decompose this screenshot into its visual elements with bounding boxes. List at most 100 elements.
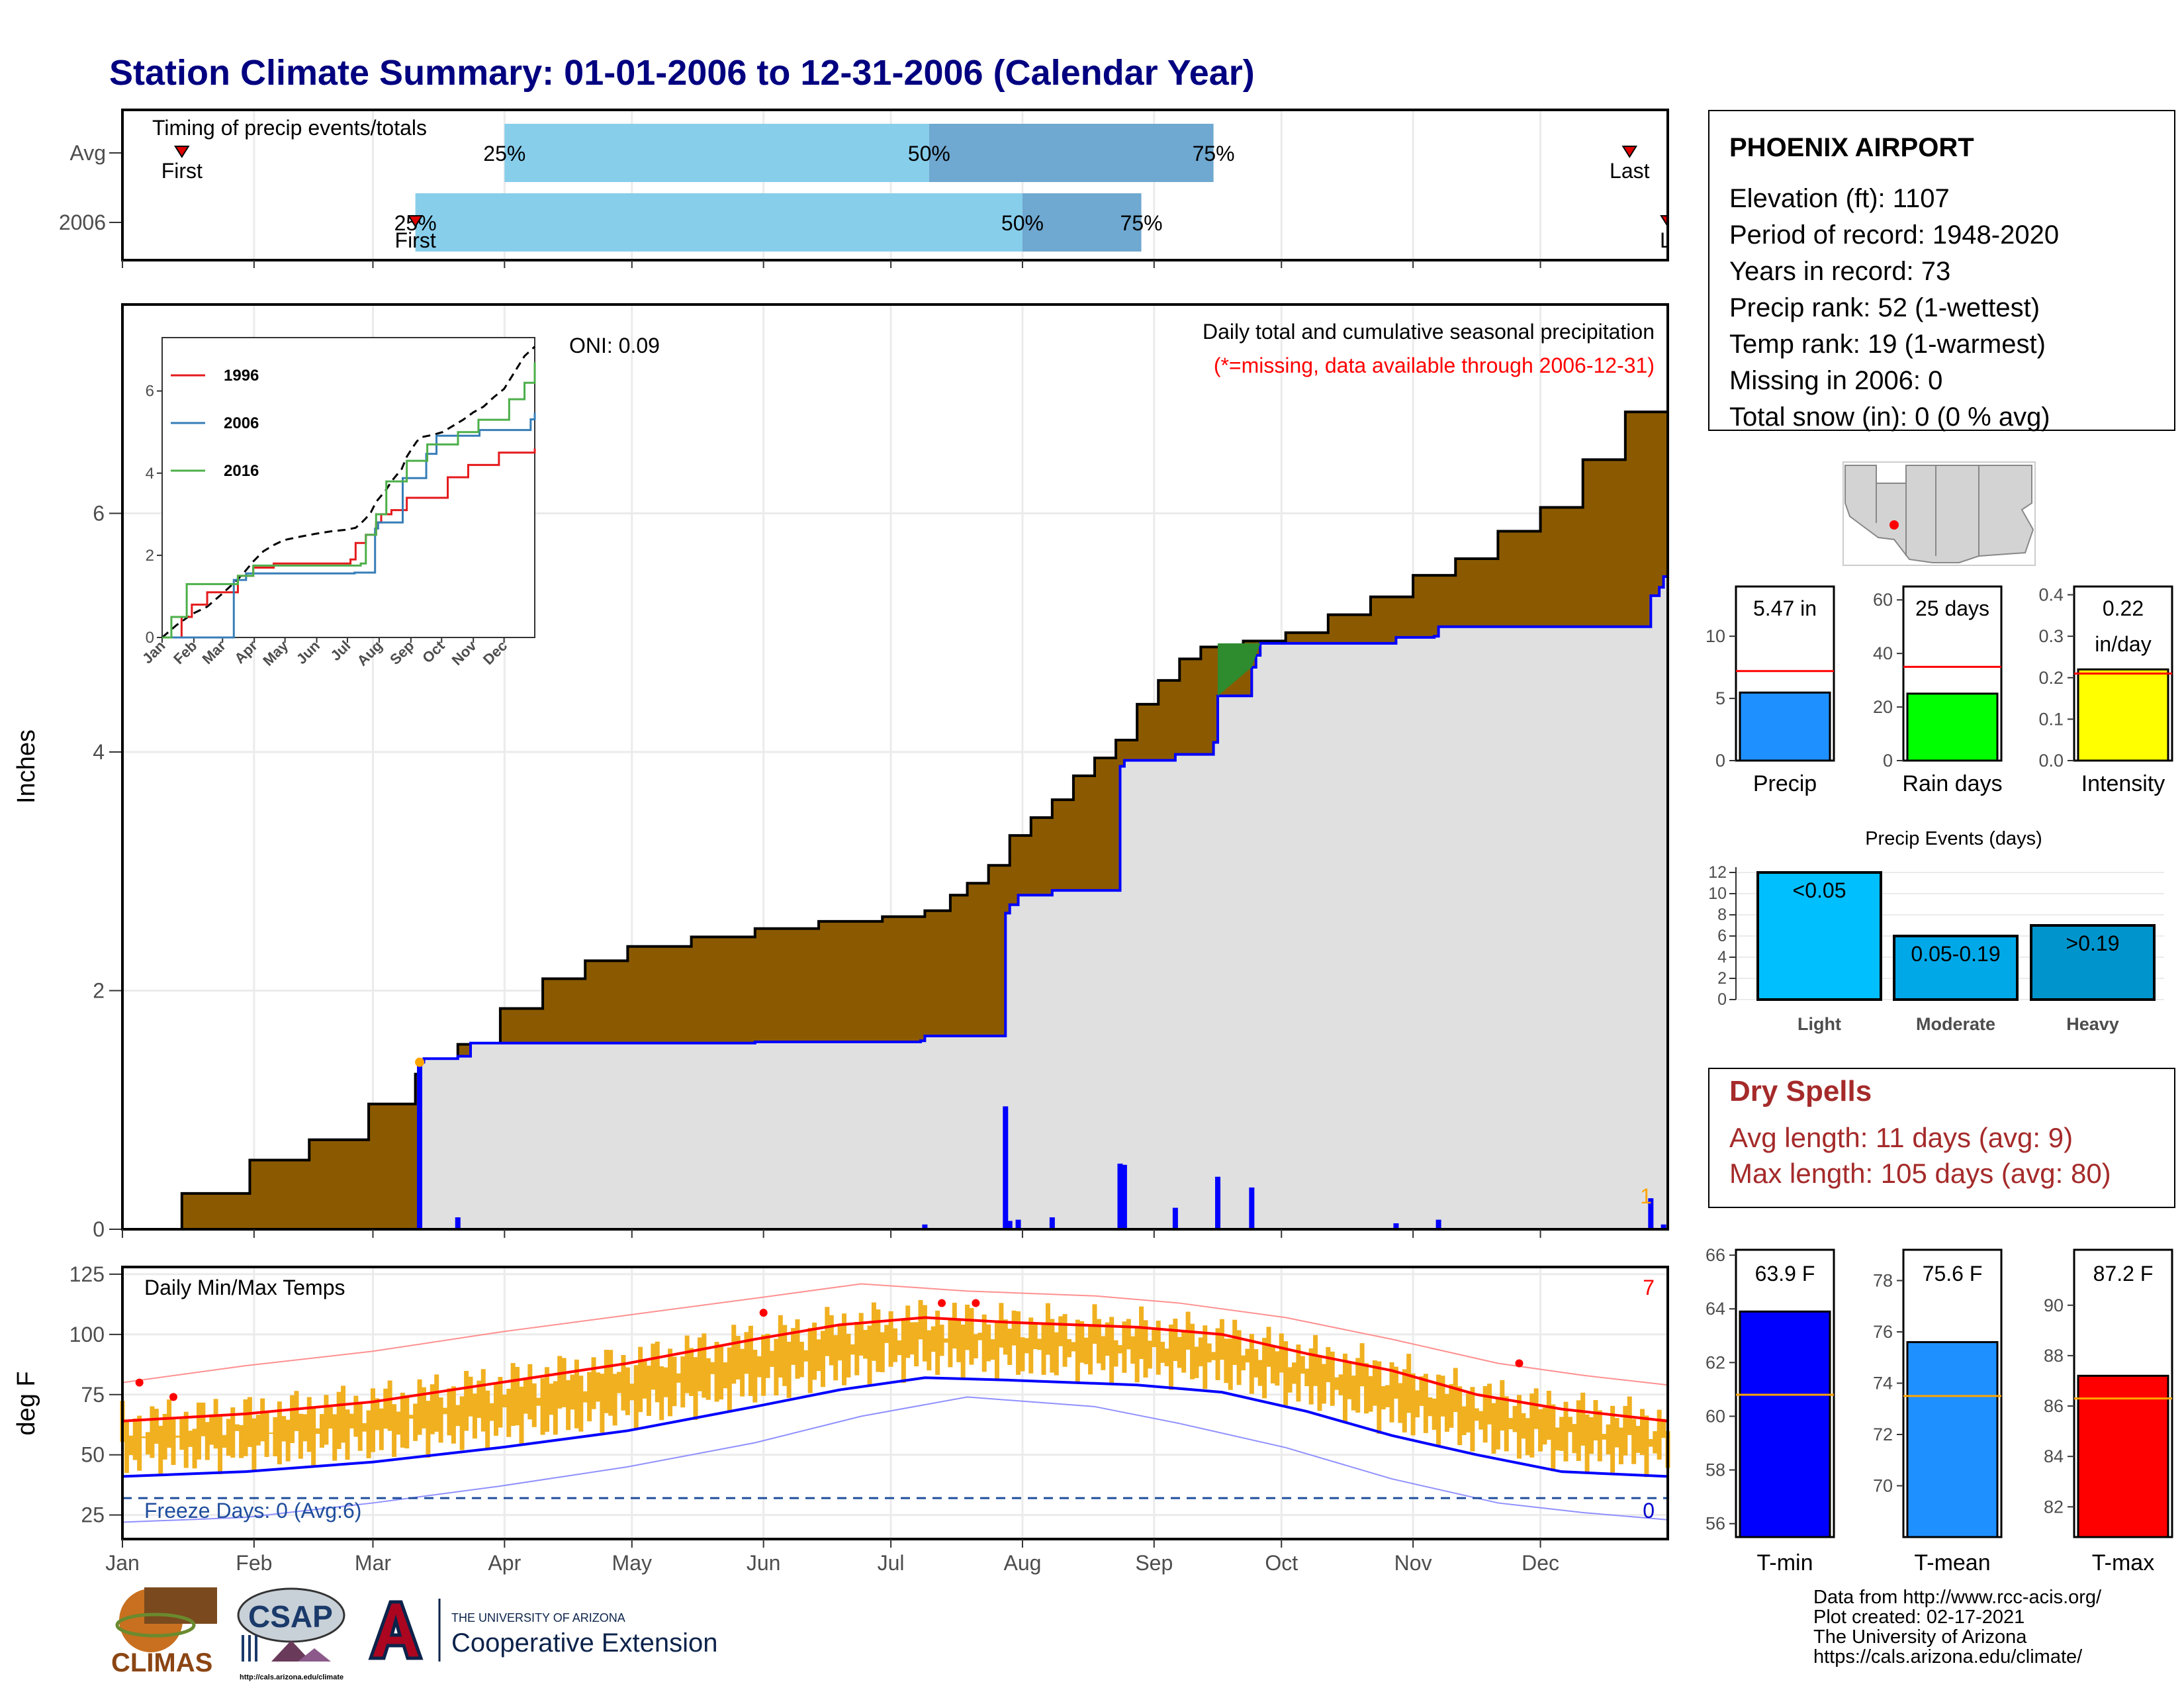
small-value-label: 75.6 F: [1923, 1262, 1983, 1286]
dry-spells-avg: Avg length: 11 days (avg: 9): [1729, 1122, 2073, 1153]
daily-temp-range: [676, 1373, 681, 1383]
month-label: Jul: [878, 1551, 905, 1575]
daily-temp-range: [1635, 1426, 1641, 1453]
precip-events-panel: Precip Events (days) 0 2 4 6 8 10 12 <0.05 Light 0…: [1708, 828, 2164, 1034]
daily-temp-range: [1313, 1335, 1318, 1386]
daily-temp-range: [655, 1341, 660, 1403]
daily-temp-range: [1296, 1344, 1301, 1402]
daily-temp-range: [629, 1383, 635, 1401]
daily-temp-range: [1428, 1397, 1433, 1417]
events-ytick-label: 2: [1717, 969, 1727, 988]
small-ytick-label: 74: [1873, 1374, 1893, 1393]
inset-legend-label: 1996: [224, 367, 259, 385]
daily-temp-range: [718, 1345, 723, 1400]
daily-temp-range: [201, 1402, 206, 1436]
daily-temp-range: [192, 1429, 197, 1469]
daily-temp-range: [1016, 1311, 1021, 1375]
daily-temp-range: [1283, 1341, 1289, 1406]
daily-temp-range: [1262, 1338, 1267, 1399]
daily-temp-range: [1168, 1325, 1173, 1390]
timing-p50-label: 50%: [908, 142, 950, 165]
daily-temp-range: [1342, 1353, 1347, 1423]
inset-ytick-label: 4: [146, 465, 154, 483]
daily-temp-range: [1491, 1403, 1496, 1454]
daily-temp-range: [863, 1330, 868, 1359]
month-label: Mar: [355, 1551, 391, 1575]
daily-temp-range: [1533, 1388, 1539, 1429]
inset-ytick-label: 2: [146, 547, 154, 565]
timing-clip: [1669, 110, 1696, 261]
month-label: Jan: [105, 1551, 140, 1575]
daily-temp-range: [175, 1435, 180, 1438]
daily-temp-range: [285, 1419, 291, 1462]
daily-temp-range: [1584, 1414, 1590, 1473]
daily-temp-range: [1071, 1342, 1076, 1352]
daily-temp-range: [1177, 1336, 1182, 1368]
small-ytick-label: 0.4: [2038, 585, 2064, 605]
daily-temp-range: [353, 1395, 359, 1437]
daily-temp-range: [209, 1414, 214, 1445]
daily-temp-range: [1516, 1395, 1522, 1459]
small-value-label: in/day: [2095, 632, 2151, 656]
timing-first-label: First: [395, 228, 436, 252]
daily-temp-range: [162, 1413, 167, 1460]
daily-temp-range: [752, 1350, 758, 1403]
daily-temp-range: [969, 1308, 974, 1365]
daily-temp-range: [366, 1410, 371, 1458]
daily-temp-range: [867, 1325, 872, 1385]
daily-temp-range: [1347, 1361, 1352, 1399]
small-ytick-label: 0.3: [2038, 626, 2064, 646]
daily-temp-range: [948, 1317, 953, 1368]
obs-cumulative-area: [122, 576, 1668, 1229]
daily-temp-range: [1245, 1348, 1250, 1363]
daily-temp-range: [672, 1356, 677, 1407]
daily-temp-range: [633, 1365, 639, 1429]
daily-temp-range: [612, 1374, 617, 1426]
month-label: Oct: [1265, 1551, 1298, 1575]
inset-legend-label: 2006: [224, 414, 259, 432]
small-category-label: T-min: [1757, 1550, 1813, 1575]
events-ytick-label: 0: [1717, 990, 1727, 1009]
daily-temp-range: [965, 1304, 970, 1350]
daily-temp-range: [370, 1388, 375, 1452]
daily-temp-range: [1334, 1377, 1340, 1390]
record-high-marker: [135, 1378, 144, 1387]
daily-temp-range: [277, 1401, 282, 1465]
daily-temp-range: [765, 1333, 770, 1378]
small-ytick-label: 76: [1873, 1322, 1893, 1342]
inset-series-2016: [162, 362, 536, 639]
daily-temp-range: [1402, 1369, 1407, 1432]
small-bar-T-mean: [1906, 1341, 1999, 1538]
csap-logo: CSAP http://cals.arizona.edu/climate: [237, 1587, 345, 1681]
timing-bar-dark-0: [929, 124, 1214, 182]
daily-temp-range: [426, 1401, 431, 1458]
dry-spells-title: Dry Spells: [1729, 1075, 1872, 1107]
timing-first-marker: [174, 146, 190, 158]
daily-temp-range: [1037, 1338, 1042, 1350]
daily-temp-range: [837, 1324, 842, 1361]
daily-temp-range: [888, 1311, 893, 1367]
daily-temp-range: [1576, 1400, 1581, 1461]
precip-annotation-title: Daily total and cumulative seasonal prec…: [1203, 320, 1655, 344]
timing-p25-label: 25%: [483, 142, 525, 165]
temp-ytick-label: 100: [69, 1323, 105, 1346]
csap-url: http://cals.arizona.edu/climate: [240, 1673, 343, 1681]
small-ytick-label: 20: [1873, 697, 1893, 717]
events-bar-label: <0.05: [1793, 878, 1846, 902]
daily-temp-range: [1330, 1351, 1335, 1406]
small-ytick-label: 60: [1706, 1406, 1725, 1426]
daily-temp-range: [255, 1415, 261, 1446]
timing-p75-label: 75%: [1193, 142, 1235, 165]
daily-temp-range: [400, 1392, 405, 1448]
daily-temp-range: [1317, 1355, 1322, 1411]
daily-temp-range: [1050, 1319, 1055, 1373]
daily-temp-range: [600, 1374, 605, 1433]
daily-temp-range: [413, 1403, 418, 1441]
daily-temp-range: [1198, 1337, 1203, 1366]
timing-bar-light-0: [504, 124, 929, 182]
precip-frame: [121, 303, 1669, 1231]
daily-temp-range: [553, 1381, 558, 1435]
daily-temp-range: [566, 1380, 571, 1430]
daily-temp-range: [1287, 1367, 1293, 1393]
daily-precip-bar: [1393, 1223, 1399, 1229]
